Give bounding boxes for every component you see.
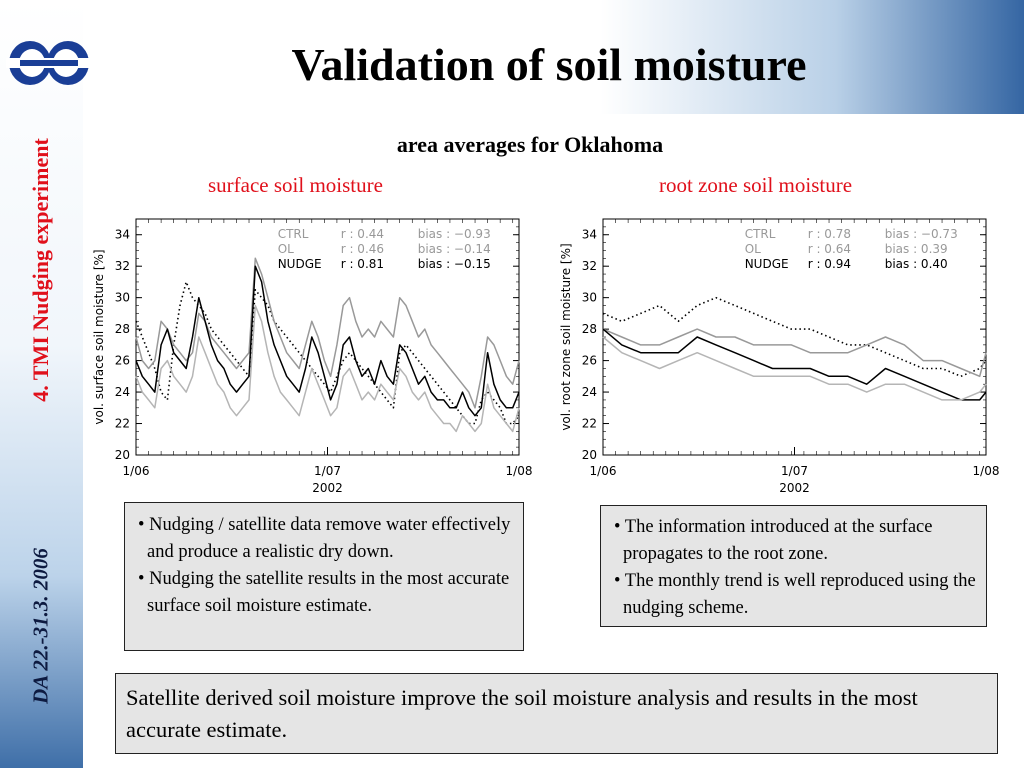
legend-r-value: r : 0.46 bbox=[341, 242, 384, 256]
y-tick-label: 34 bbox=[115, 228, 130, 242]
y-tick-label: 20 bbox=[582, 448, 597, 462]
legend-bias-value: bias : −0.73 bbox=[885, 227, 958, 241]
legend-r-value: r : 0.44 bbox=[341, 227, 384, 241]
page-title: Validation of soil moisture bbox=[291, 39, 807, 90]
series-line-ctrl bbox=[602, 296, 987, 378]
notes-root-zone-box: The information introduced at the surfac… bbox=[600, 505, 987, 627]
y-tick-label: 28 bbox=[115, 322, 130, 336]
plot-frame bbox=[135, 218, 520, 456]
legend-r-value: r : 0.78 bbox=[808, 227, 851, 241]
legend-bias-value: bias : 0.39 bbox=[885, 242, 948, 256]
x-axis-label: 2002 bbox=[779, 481, 810, 495]
y-tick-label: 22 bbox=[582, 417, 597, 431]
chart-title-surface: surface soil moisture bbox=[208, 173, 383, 197]
x-tick-label: 1/08 bbox=[973, 464, 1000, 478]
legend-series-name: NUDGE bbox=[745, 257, 789, 271]
notes-surface-box: Nudging / satellite data remove water ef… bbox=[124, 502, 524, 651]
y-tick-label: 34 bbox=[582, 228, 597, 242]
x-tick-label: 1/07 bbox=[314, 464, 341, 478]
y-tick-label: 24 bbox=[115, 385, 130, 399]
note-item: Nudging / satellite data remove water ef… bbox=[131, 512, 515, 566]
y-tick-label: 32 bbox=[115, 259, 130, 273]
y-tick-label: 32 bbox=[582, 259, 597, 273]
x-tick-label: 1/06 bbox=[590, 464, 617, 478]
y-tick-label: 30 bbox=[115, 291, 130, 305]
legend-r-value: r : 0.94 bbox=[808, 257, 851, 271]
y-tick-label: 26 bbox=[582, 354, 597, 368]
note-item: The monthly trend is well reproduced usi… bbox=[607, 568, 978, 622]
conclusion-box: Satellite derived soil moisture improve … bbox=[115, 673, 998, 754]
y-tick-label: 28 bbox=[582, 322, 597, 336]
note-item: Nudging the satellite results in the mos… bbox=[131, 566, 515, 620]
section-label: 4. TMI Nudging experiment bbox=[28, 138, 53, 402]
root-zone-soil-moisture-chart: 20 22 24 26 28 30 32 34 1/06 1/07 1/08 2002 vol. roo… bbox=[559, 218, 1000, 495]
y-tick-label: 22 bbox=[115, 417, 130, 431]
x-tick-label: 1/08 bbox=[506, 464, 533, 478]
x-tick-label: 1/07 bbox=[781, 464, 808, 478]
x-axis-label: 2002 bbox=[312, 481, 343, 495]
legend-r-value: r : 0.64 bbox=[808, 242, 851, 256]
y-axis-label: vol. root zone soil moisture [%] bbox=[559, 243, 573, 430]
ecmwf-logo-icon bbox=[6, 41, 92, 85]
series-line-unlabeled bbox=[135, 304, 520, 433]
page-subtitle: area averages for Oklahoma bbox=[396, 132, 664, 157]
side-band bbox=[0, 0, 83, 768]
legend-bias-value: bias : −0.14 bbox=[418, 242, 491, 256]
y-tick-label: 24 bbox=[582, 385, 597, 399]
legend-bias-value: bias : −0.93 bbox=[418, 227, 491, 241]
series-line-unlabeled bbox=[602, 336, 987, 401]
series-line-ctrl bbox=[135, 281, 520, 425]
note-item: The information introduced at the surfac… bbox=[607, 514, 978, 568]
y-tick-label: 20 bbox=[115, 448, 130, 462]
series-line-ol bbox=[602, 328, 987, 378]
legend-r-value: r : 0.81 bbox=[341, 257, 384, 271]
notes-root-zone-list: The information introduced at the surfac… bbox=[607, 514, 978, 622]
legend-series-name: OL bbox=[278, 242, 294, 256]
chart-title-root-zone: root zone soil moisture bbox=[659, 173, 853, 197]
series-line-ol bbox=[135, 257, 520, 409]
y-tick-label: 26 bbox=[115, 354, 130, 368]
legend-series-name: CTRL bbox=[278, 227, 309, 241]
date-label: DA 22.-31.3. 2006 bbox=[28, 548, 53, 704]
legend-bias-value: bias : 0.40 bbox=[885, 257, 948, 271]
top-banner bbox=[83, 0, 1024, 114]
series-line-nudge bbox=[602, 328, 987, 401]
notes-surface-list: Nudging / satellite data remove water ef… bbox=[131, 512, 515, 620]
surface-soil-moisture-chart: 20 22 24 26 28 30 32 34 1/06 1/07 1/08 2002 vol. sur… bbox=[92, 218, 533, 495]
y-tick-label: 30 bbox=[582, 291, 597, 305]
x-tick-label: 1/06 bbox=[123, 464, 150, 478]
y-axis-label: vol. surface soil moisture [%] bbox=[92, 249, 106, 424]
plot-frame bbox=[602, 218, 987, 456]
legend-series-name: CTRL bbox=[745, 227, 776, 241]
series-line-nudge bbox=[135, 265, 520, 417]
legend-bias-value: bias : −0.15 bbox=[418, 257, 491, 271]
legend-series-name: NUDGE bbox=[278, 257, 322, 271]
legend-series-name: OL bbox=[745, 242, 761, 256]
